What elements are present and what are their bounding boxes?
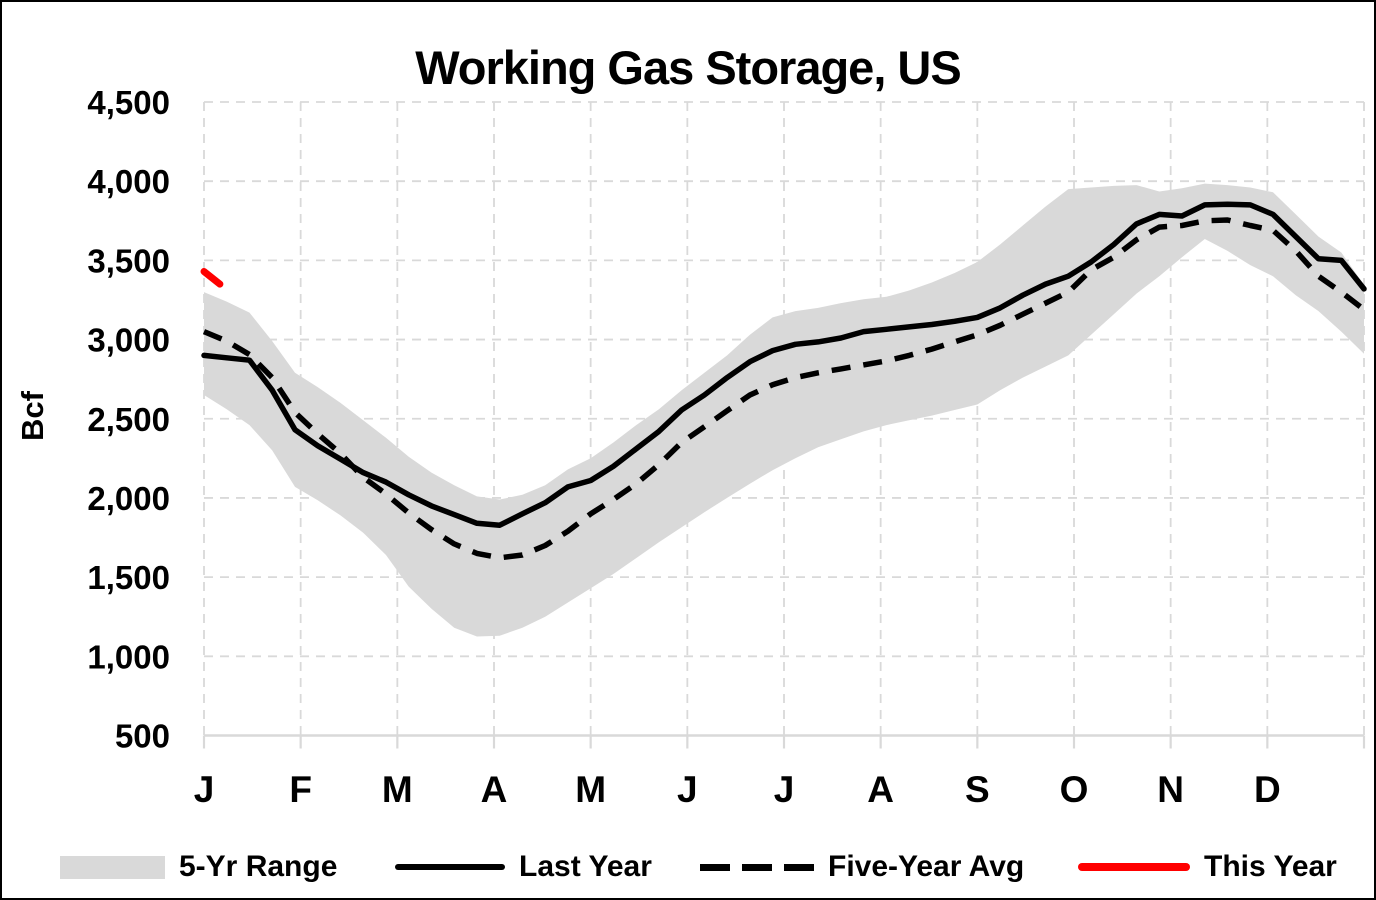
x-tick-label: F <box>289 769 312 810</box>
y-tick-label: 1,000 <box>87 638 170 675</box>
solid-line-swatch-icon <box>395 864 505 870</box>
y-tick-label: 4,500 <box>87 84 170 121</box>
legend-label: 5-Yr Range <box>179 850 338 883</box>
legend-item-five-year-avg: Five-Year Avg <box>700 845 1024 889</box>
x-tick-label: M <box>575 769 606 810</box>
y-tick-label: 2,000 <box>87 480 170 517</box>
legend-item-5yr-range: 5-Yr Range <box>60 845 337 889</box>
legend-item-last-year: Last Year <box>395 845 652 889</box>
legend-label: This Year <box>1204 850 1337 883</box>
this-year-line <box>200 268 224 288</box>
last-year-line <box>201 201 1367 528</box>
x-tick-label: M <box>382 769 413 810</box>
y-tick-label: 3,000 <box>87 322 170 359</box>
x-tick-label: O <box>1060 769 1089 810</box>
x-tick-label: N <box>1157 769 1184 810</box>
y-tick-label: 500 <box>115 718 170 755</box>
five-year-avg-line <box>202 217 1366 561</box>
x-tick-label: J <box>677 769 698 810</box>
x-tick-label: J <box>194 769 215 810</box>
x-tick-label: S <box>965 769 990 810</box>
y-tick-label: 4,000 <box>87 163 170 200</box>
legend-item-this-year: This Year <box>1078 845 1337 889</box>
x-tick-label: A <box>481 769 508 810</box>
x-tick-label: J <box>774 769 795 810</box>
red-line-swatch-icon <box>1078 863 1190 871</box>
legend: 5-Yr Range Last Year Five-Year Avg This … <box>2 845 1374 889</box>
y-tick-label: 2,500 <box>87 401 170 438</box>
x-tick-label: D <box>1254 769 1281 810</box>
x-tick-label: A <box>867 769 894 810</box>
legend-label: Five-Year Avg <box>828 850 1025 883</box>
y-tick-label: 3,500 <box>87 242 170 279</box>
range-band-swatch-icon <box>60 855 165 879</box>
legend-label: Last Year <box>519 850 652 883</box>
y-tick-label: 1,500 <box>87 559 170 596</box>
chart-title: Working Gas Storage, US <box>415 41 961 94</box>
dashed-line-swatch-icon <box>700 863 814 871</box>
